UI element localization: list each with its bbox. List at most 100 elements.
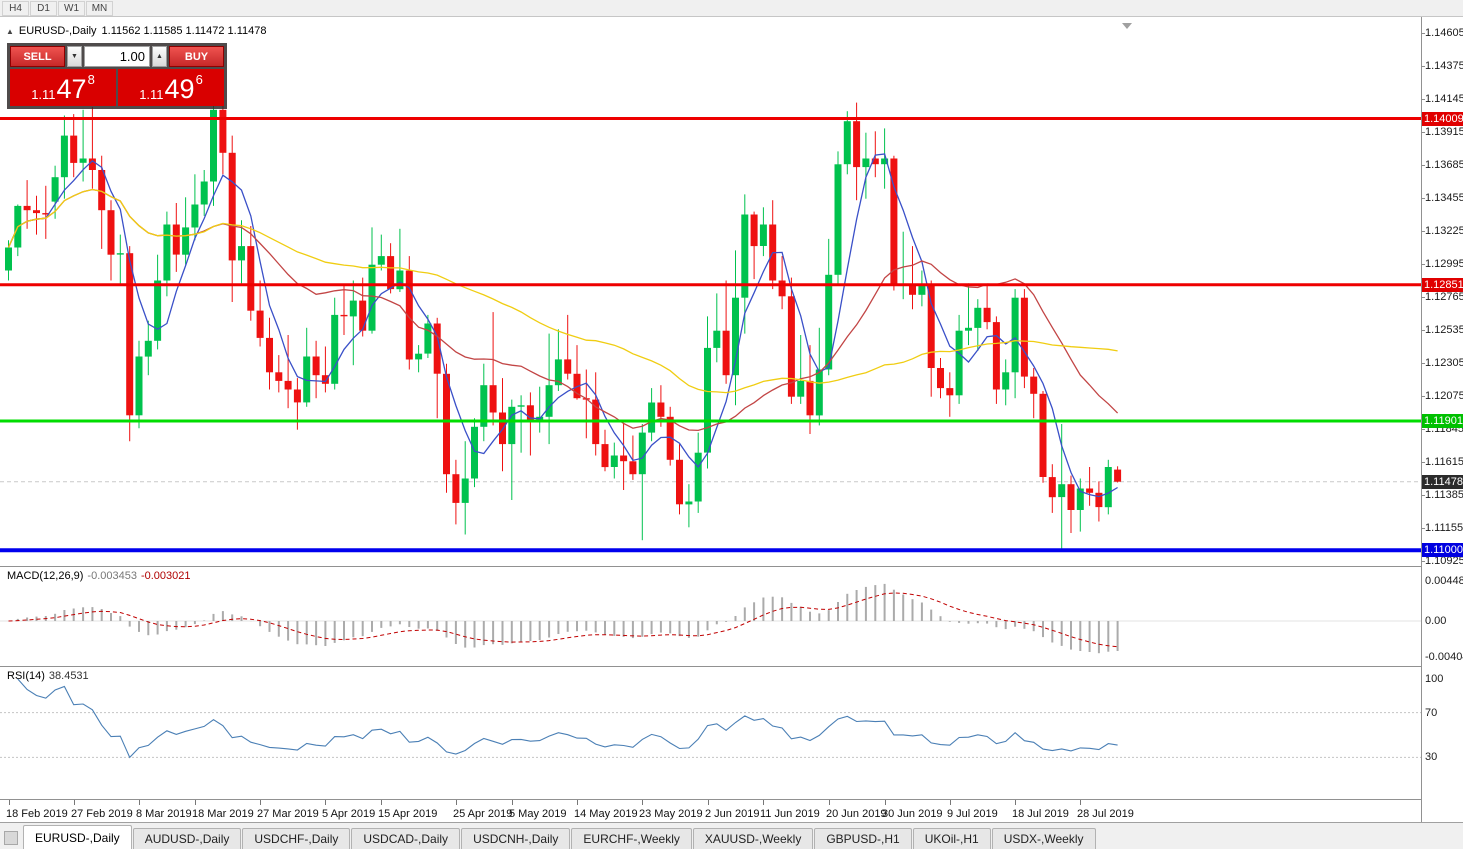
volume-input[interactable]	[84, 46, 150, 67]
price-axis-label: 1.14375	[1425, 60, 1463, 72]
timeframe-toolbar: H4 D1 W1 MN	[0, 0, 1463, 17]
tab-eurusd-daily[interactable]: EURUSD-,Daily	[23, 825, 132, 849]
price-axis-label: 1.14145	[1425, 93, 1463, 105]
timeframe-button-d1[interactable]: D1	[30, 0, 57, 16]
price-axis-label: 1.10925	[1425, 555, 1463, 567]
price-axis-label: 1.11615	[1425, 456, 1463, 468]
chart-shift-icon[interactable]	[1122, 23, 1132, 29]
macd-indicator-name: MACD(12,26,9)	[7, 570, 84, 582]
date-label: 27 Mar 2019	[257, 808, 319, 820]
timeframe-button-mn[interactable]: MN	[86, 0, 113, 16]
tab-eurchf-weekly[interactable]: EURCHF-,Weekly	[571, 828, 692, 849]
tab-xauusd-weekly[interactable]: XAUUSD-,Weekly	[692, 828, 814, 849]
price-axis-label: 1.13455	[1425, 192, 1463, 204]
volume-increase-button[interactable]: ▲	[152, 46, 167, 67]
volume-decrease-button[interactable]: ▼	[67, 46, 82, 67]
price-axis-label: 1.12305	[1425, 357, 1463, 369]
triangle-down-icon: ▼	[71, 53, 78, 60]
sell-price-big: 47	[56, 74, 87, 104]
macd-axis-label: -0.004048	[1425, 651, 1463, 663]
rsi-label: RSI(14) 38.4531	[7, 670, 89, 682]
panel-divider	[0, 799, 1463, 800]
date-label: 11 Jun 2019	[760, 808, 820, 820]
date-label: 30 Jun 2019	[882, 808, 943, 820]
chart-header: ▲ EURUSD-,Daily 1.11562 1.11585 1.11472 …	[6, 25, 267, 37]
price-tag: 1.14009	[1422, 112, 1463, 126]
main-chart[interactable]: ▲ EURUSD-,Daily 1.11562 1.11585 1.11472 …	[0, 17, 1421, 566]
price-axis-label: 1.12995	[1425, 258, 1463, 270]
tab-usdchf-daily[interactable]: USDCHF-,Daily	[242, 828, 351, 849]
date-label: 8 Mar 2019	[136, 808, 192, 820]
sell-price-base: 1.11	[31, 87, 56, 102]
price-tag: 1.11478	[1422, 475, 1463, 489]
price-axis-label: 1.11385	[1425, 489, 1463, 501]
rsi-value: 38.4531	[48, 670, 89, 682]
price-axis-label: 1.14605	[1425, 27, 1463, 39]
tab-audusd-daily[interactable]: AUDUSD-,Daily	[132, 828, 242, 849]
rsi-chart	[0, 678, 1421, 759]
macd-main-value: -0.003453	[87, 570, 137, 582]
chart-ohlc-values: 1.11562 1.11585 1.11472 1.11478	[101, 25, 267, 37]
date-label: 2 Jun 2019	[705, 808, 760, 820]
price-tag: 1.12851	[1422, 278, 1463, 292]
date-label: 25 Apr 2019	[453, 808, 513, 820]
macd-signal-value: -0.003021	[140, 570, 191, 582]
rsi-indicator-name: RSI(14)	[7, 670, 45, 682]
macd-axis-label: 0.00	[1425, 615, 1447, 627]
date-label: 28 Jul 2019	[1077, 808, 1134, 820]
buy-price-button[interactable]: 1.11 49 6	[118, 69, 224, 106]
time-axis[interactable]: 18 Feb 2019 27 Feb 2019 8 Mar 2019 18 Mar 2…	[0, 800, 1421, 822]
timeframe-button-h4[interactable]: H4	[2, 0, 29, 16]
timeframe-button-w1[interactable]: W1	[58, 0, 85, 16]
macd-chart	[0, 583, 1421, 654]
tab-usdx-weekly[interactable]: USDX-,Weekly	[991, 828, 1096, 849]
chart-title: EURUSD-,Daily	[18, 25, 97, 37]
buy-price-sup: 6	[195, 72, 203, 87]
price-tag: 1.11901	[1422, 414, 1463, 428]
rsi-panel[interactable]: RSI(14) 38.4531	[0, 667, 1421, 799]
sell-button[interactable]: SELL	[10, 46, 65, 67]
sell-price-sup: 8	[87, 72, 95, 87]
date-label: 23 May 2019	[639, 808, 703, 820]
axis-divider	[1421, 17, 1422, 822]
price-axis-label: 1.12535	[1425, 324, 1463, 336]
tab-ukoil-h1[interactable]: UKOil-,H1	[912, 828, 991, 849]
date-label: 5 May 2019	[509, 808, 567, 820]
chart-tabs-bar: EURUSD-,Daily AUDUSD-,Daily USDCHF-,Daily U…	[0, 822, 1463, 849]
date-label: 18 Jul 2019	[1012, 808, 1069, 820]
date-label: 5 Apr 2019	[322, 808, 376, 820]
panel-divider[interactable]	[0, 566, 1463, 567]
buy-button[interactable]: BUY	[169, 46, 224, 67]
date-label: 15 Apr 2019	[378, 808, 438, 820]
macd-panel[interactable]: MACD(12,26,9) -0.003453 -0.003021	[0, 567, 1421, 666]
date-label: 18 Feb 2019	[6, 808, 68, 820]
tab-usdcnh-daily[interactable]: USDCNH-,Daily	[461, 828, 571, 849]
sell-price-button[interactable]: 1.11 47 8	[10, 69, 116, 106]
trade-panel-toggle-icon[interactable]: ▲	[6, 26, 14, 36]
trade-controls-row: SELL ▼ ▲ BUY	[10, 46, 224, 67]
panel-divider[interactable]	[0, 666, 1463, 667]
date-label: 27 Feb 2019	[71, 808, 133, 820]
price-axis-label: 1.13225	[1425, 225, 1463, 237]
price-axis-label: 1.12765	[1425, 291, 1463, 303]
rsi-axis-label: 30	[1425, 751, 1438, 763]
price-axis-label: 1.11155	[1425, 522, 1463, 534]
price-axis-label: 1.12075	[1425, 390, 1463, 402]
tab-gbpusd-h1[interactable]: GBPUSD-,H1	[814, 828, 912, 849]
buy-price-big: 49	[164, 74, 195, 104]
date-label: 14 May 2019	[574, 808, 638, 820]
buy-price-base: 1.11	[139, 87, 164, 102]
price-tag: 1.11000	[1422, 543, 1463, 557]
tab-usdcad-daily[interactable]: USDCAD-,Daily	[351, 828, 461, 849]
candlestick-chart[interactable]	[0, 17, 1421, 566]
price-axis[interactable]: 1.14605 1.14375 1.14145 1.13915 1.13685 1.134…	[1421, 17, 1463, 822]
triangle-up-icon: ▲	[156, 53, 163, 60]
price-axis-label: 1.13685	[1425, 159, 1463, 171]
price-axis-label: 1.13915	[1425, 126, 1463, 138]
trade-prices-row: 1.11 47 8 1.11 49 6	[10, 69, 224, 106]
tab-scroll-button[interactable]	[4, 831, 18, 845]
macd-label: MACD(12,26,9) -0.003453 -0.003021	[7, 570, 191, 582]
rsi-axis-label: 100	[1425, 673, 1444, 685]
